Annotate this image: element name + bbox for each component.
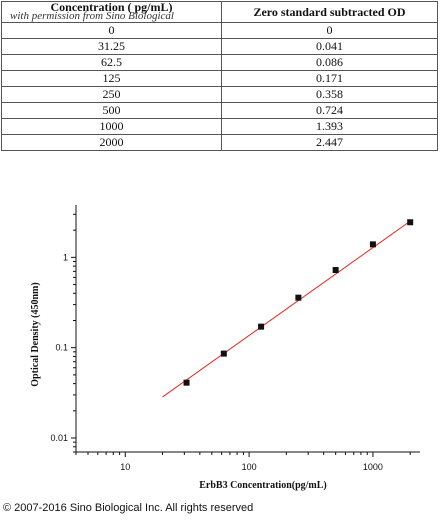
- y-tick-label: 0.01: [50, 433, 68, 443]
- concentration-cell: 0: [1, 22, 222, 39]
- concentration-cell: 500: [1, 102, 222, 119]
- concentration-cell: 250: [1, 86, 222, 103]
- concentration-cell: 125: [1, 70, 222, 87]
- concentration-cell: 31.25: [1, 38, 222, 55]
- od-cell: 0: [221, 22, 438, 39]
- table-body: 0 0 31.25 0.041 62.5 0.086 125 0.171 250 0.358 500…: [1, 22, 438, 151]
- data-point: [407, 219, 414, 226]
- od-cell: 0.171: [221, 70, 438, 87]
- od-cell: 0.724: [221, 102, 438, 119]
- od-cell: 0.358: [221, 86, 438, 103]
- concentration-cell: 62.5: [1, 54, 222, 71]
- fit-line: [162, 220, 411, 398]
- concentration-header-label: Concentration ( pg/mL): [50, 0, 173, 14]
- table-row: 125 0.171: [1, 70, 438, 87]
- copyright-footer: © 2007-2016 Sino Biological Inc. All rig…: [3, 502, 254, 514]
- y-tick-label: 0.1: [55, 343, 68, 353]
- data-point: [332, 267, 339, 274]
- data-point: [183, 379, 190, 386]
- x-tick-label: 100: [242, 462, 257, 472]
- watermark-text: with permission from Sino Biological: [10, 10, 174, 22]
- od-cell: 0.041: [221, 38, 438, 55]
- x-tick-label: 1000: [363, 462, 383, 472]
- y-tick-label: 1: [63, 252, 68, 262]
- data-point: [295, 294, 302, 301]
- x-tick-label: 10: [120, 462, 130, 472]
- data-point: [220, 350, 227, 357]
- standard-curve-chart: 10 100 1000 0.01 0.1 1 ErbB3 Concentration(pg/…: [30, 205, 420, 491]
- od-cell: 2.447: [221, 134, 438, 151]
- data-point: [258, 323, 265, 330]
- concentration-cell: 1000: [1, 118, 222, 135]
- standard-curve-table: Concentration ( pg/mL) with permission f…: [1, 0, 438, 151]
- concentration-cell: 2000: [1, 134, 222, 151]
- od-header: Zero standard subtracted OD: [221, 1, 438, 23]
- data-point: [369, 241, 376, 248]
- table-row: 2000 2.447: [1, 134, 438, 151]
- table-header-row: Concentration ( pg/mL) with permission f…: [1, 0, 438, 23]
- concentration-header: Concentration ( pg/mL) with permission f…: [1, 0, 222, 23]
- y-axis-label: Optical Density (450nm): [30, 282, 41, 386]
- table-row: 62.5 0.086: [1, 54, 438, 71]
- table-row: 250 0.358: [1, 86, 438, 103]
- table-row: 500 0.724: [1, 102, 438, 119]
- x-axis-label: ErbB3 Concentration(pg/mL): [199, 480, 327, 491]
- od-cell: 0.086: [221, 54, 438, 71]
- table-row: 31.25 0.041: [1, 38, 438, 55]
- table-row: 1000 1.393: [1, 118, 438, 135]
- od-cell: 1.393: [221, 118, 438, 135]
